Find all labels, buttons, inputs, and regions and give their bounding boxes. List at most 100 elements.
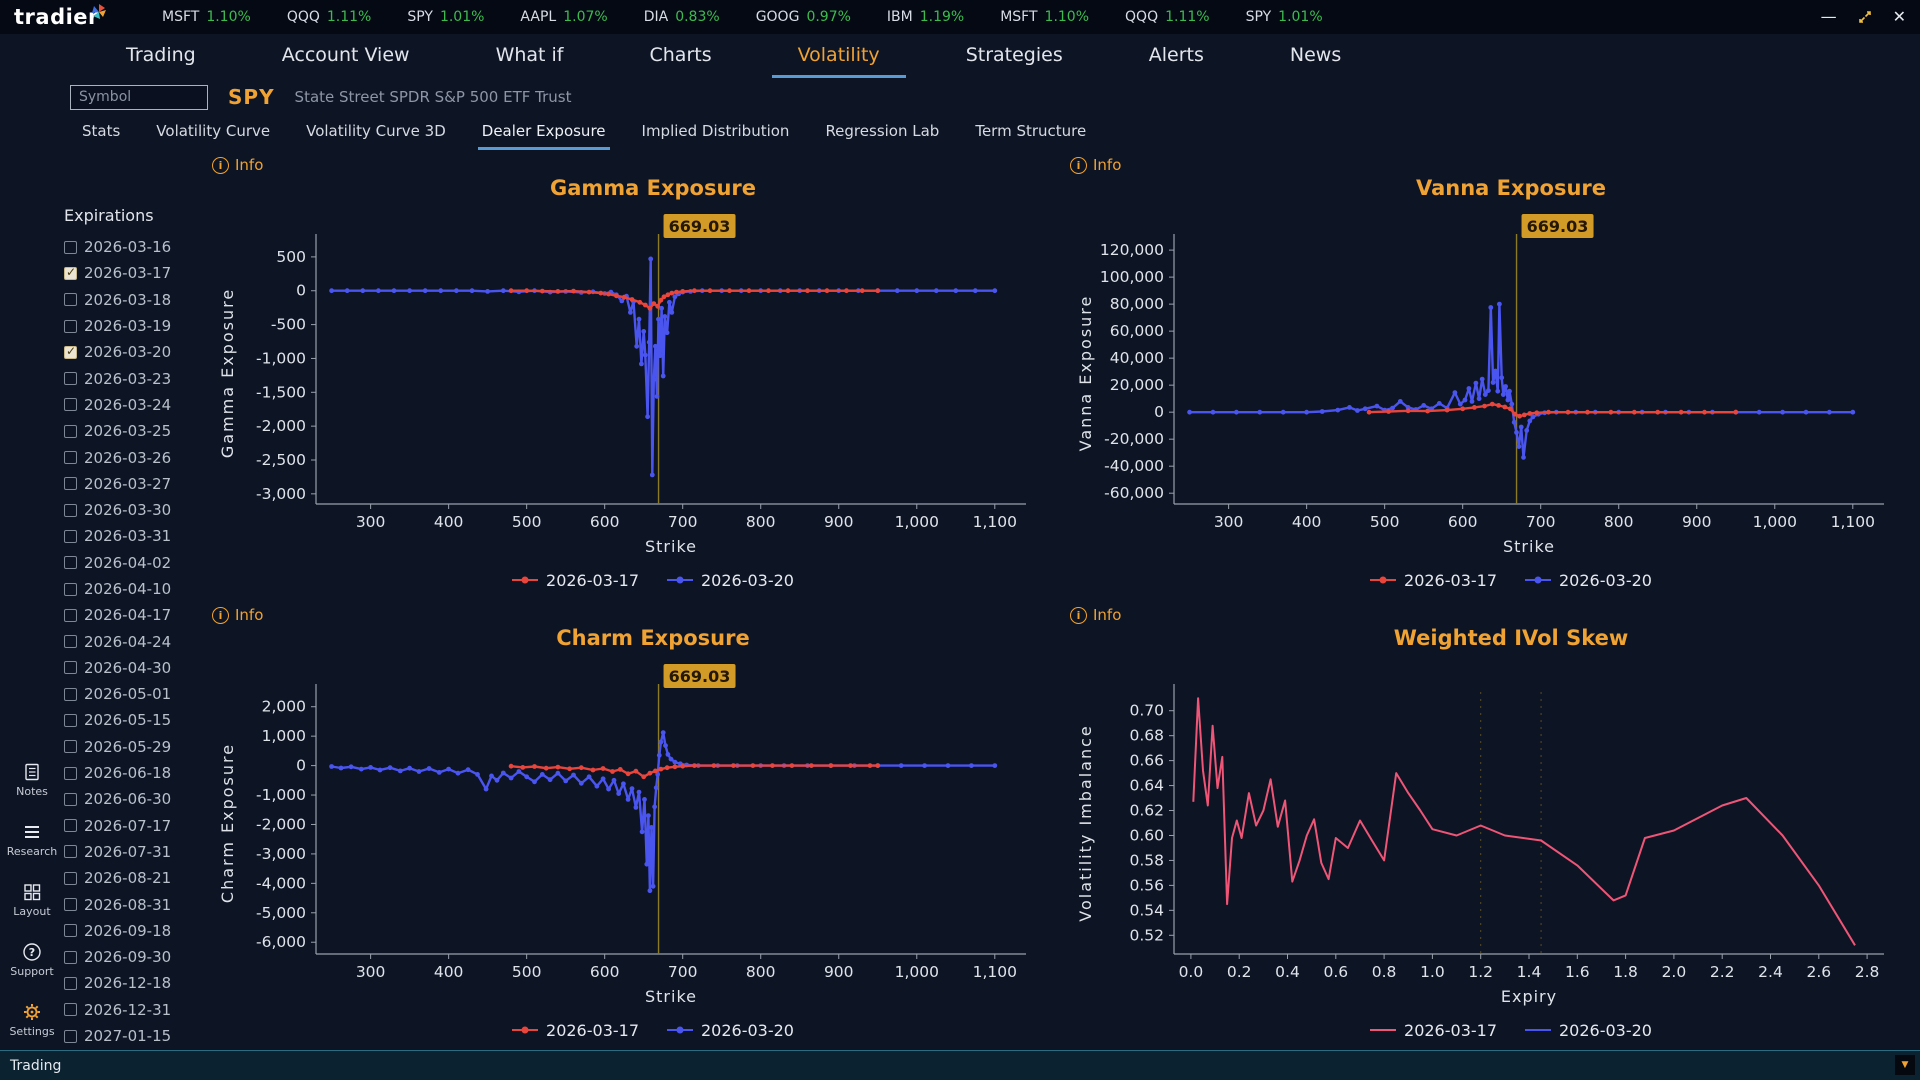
expiration-checkbox[interactable] [64,293,77,307]
legend-item[interactable]: 2026-03-17 [512,1021,639,1040]
nav-tab[interactable]: Alerts [1148,44,1204,66]
ticker-item[interactable]: MSFT 1.10% [162,9,251,25]
expiration-item[interactable]: 2026-05-15 [64,707,204,733]
expiration-item[interactable]: 2026-03-16 [64,234,204,260]
expiration-checkbox[interactable] [64,740,77,754]
ticker-item[interactable]: DIA 0.83% [644,9,720,25]
expiration-item[interactable]: 2026-07-17 [64,813,204,839]
expiration-checkbox[interactable] [64,924,77,938]
expiration-checkbox[interactable] [64,265,77,280]
expiration-item[interactable]: 2026-09-18 [64,918,204,944]
restore-button[interactable] [1857,9,1873,25]
legend-item[interactable]: 2026-03-17 [1370,1021,1497,1040]
expiration-checkbox[interactable] [64,792,77,806]
nav-tab[interactable]: Strategies [965,44,1063,66]
subnav-tab[interactable]: Implied Distribution [641,122,790,140]
expiration-checkbox[interactable] [64,344,77,359]
subnav-tab[interactable]: Term Structure [975,122,1087,140]
subnav-tab[interactable]: Dealer Exposure [477,118,610,150]
ticker-item[interactable]: GOOG 0.97% [756,9,851,25]
research-button[interactable]: Research [7,822,57,858]
expiration-checkbox[interactable] [64,240,77,254]
expiration-item[interactable]: 2026-12-18 [64,970,204,996]
expiration-checkbox[interactable] [64,477,77,491]
expiration-item[interactable]: 2026-04-17 [64,602,204,628]
expiration-item[interactable]: 2026-03-27 [64,471,204,497]
ticker-item[interactable]: IBM 1.19% [887,9,964,25]
expiration-item[interactable]: 2026-12-31 [64,997,204,1023]
charm-info-button[interactable]: i Info [204,604,282,626]
expiration-item[interactable]: 2026-04-10 [64,576,204,602]
expiration-checkbox[interactable] [64,819,77,833]
nav-tab[interactable]: What if [495,44,564,66]
expiration-checkbox[interactable] [64,424,77,438]
legend-item[interactable]: 2026-03-20 [667,1021,794,1040]
expiration-item[interactable]: 2026-07-31 [64,839,204,865]
expiration-item[interactable]: 2026-03-30 [64,497,204,523]
expiration-item[interactable]: 2026-03-17 [64,260,204,286]
expiration-item[interactable]: 2026-03-26 [64,444,204,470]
minimize-button[interactable]: — [1820,7,1837,26]
expiration-item[interactable]: 2027-01-15 [64,1023,204,1049]
expiration-checkbox[interactable] [64,398,77,412]
nav-tab[interactable]: News [1289,44,1342,66]
legend-item[interactable]: 2026-03-20 [667,571,794,590]
subnav-tab[interactable]: Stats [82,122,121,140]
expiration-item[interactable]: 2026-03-31 [64,523,204,549]
expiration-item[interactable]: 2026-04-30 [64,655,204,681]
expiration-item[interactable]: 2026-09-30 [64,944,204,970]
expiration-checkbox[interactable] [64,950,77,964]
ticker-item[interactable]: SPY 1.01% [407,9,484,25]
nav-tab[interactable]: Volatility [771,38,906,78]
subnav-tab[interactable]: Volatility Curve 3D [306,122,446,140]
legend-item[interactable]: 2026-03-17 [1370,571,1497,590]
gamma-info-button[interactable]: i Info [204,154,282,176]
expiration-checkbox[interactable] [64,687,77,701]
subnav-tab[interactable]: Regression Lab [825,122,940,140]
expiration-checkbox[interactable] [64,1029,77,1043]
expiration-checkbox[interactable] [64,845,77,859]
settings-button[interactable]: Settings [9,1002,55,1038]
expiration-checkbox[interactable] [64,898,77,912]
notes-button[interactable]: Notes [16,762,48,798]
expiration-checkbox[interactable] [64,529,77,543]
brand-logo[interactable]: tradier [14,4,122,29]
legend-item[interactable]: 2026-03-20 [1525,571,1652,590]
ticker-item[interactable]: AAPL 1.07% [520,9,607,25]
support-button[interactable]: ? Support [10,942,54,978]
expiration-item[interactable]: 2026-04-24 [64,628,204,654]
skew-info-button[interactable]: i Info [1062,604,1140,626]
ticker-item[interactable]: QQQ 1.11% [287,9,372,25]
expiration-item[interactable]: 2026-03-19 [64,313,204,339]
expiration-checkbox[interactable] [64,766,77,780]
expiration-checkbox[interactable] [64,451,77,465]
ticker-item[interactable]: QQQ 1.11% [1125,9,1210,25]
expiration-checkbox[interactable] [64,1003,77,1017]
expiration-checkbox[interactable] [64,319,77,333]
expiration-checkbox[interactable] [64,635,77,649]
expiration-item[interactable]: 2026-03-24 [64,392,204,418]
ticker-item[interactable]: MSFT 1.10% [1000,9,1089,25]
expiration-checkbox[interactable] [64,503,77,517]
vanna-info-button[interactable]: i Info [1062,154,1140,176]
expiration-item[interactable]: 2026-08-31 [64,891,204,917]
layout-button[interactable]: Layout [13,882,51,918]
nav-tab[interactable]: Charts [649,44,712,66]
expiration-item[interactable]: 2026-06-18 [64,760,204,786]
nav-tab[interactable]: Trading [126,44,196,66]
close-button[interactable]: ✕ [1892,7,1906,26]
expiration-checkbox[interactable] [64,976,77,990]
expiration-checkbox[interactable] [64,661,77,675]
expiration-checkbox[interactable] [64,556,77,570]
expiration-checkbox[interactable] [64,871,77,885]
expiration-item[interactable]: 2026-03-18 [64,287,204,313]
expiration-item[interactable]: 2026-04-02 [64,550,204,576]
expiration-item[interactable]: 2026-03-23 [64,365,204,391]
expiration-item[interactable]: 2026-08-21 [64,865,204,891]
ticker-item[interactable]: SPY 1.01% [1246,9,1323,25]
expiration-checkbox[interactable] [64,582,77,596]
scroll-corner-button[interactable]: ▼ [1895,1055,1915,1075]
legend-item[interactable]: 2026-03-20 [1525,1021,1652,1040]
nav-tab[interactable]: Account View [281,44,410,66]
expiration-item[interactable]: 2026-05-01 [64,681,204,707]
